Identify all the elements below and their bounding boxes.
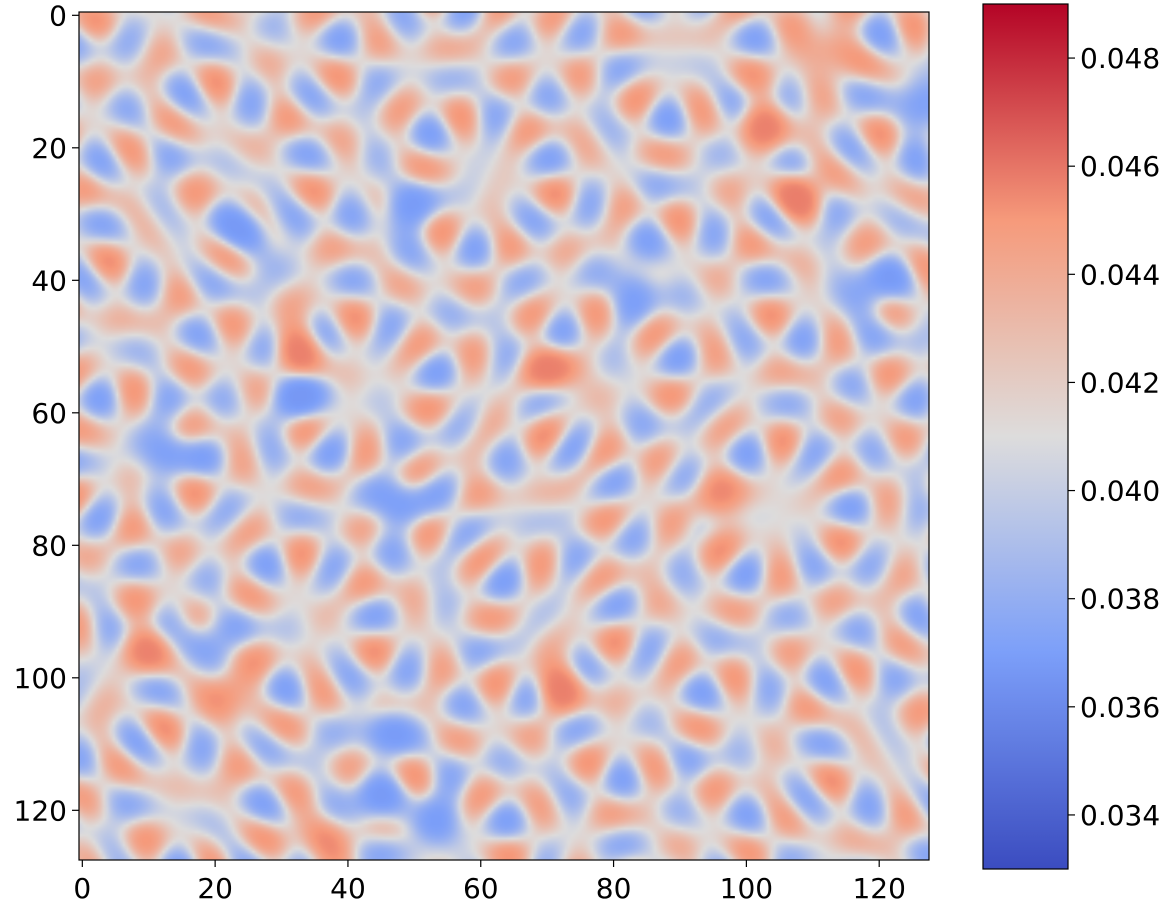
x-axis: 0 20 40 60 80 100 120 [73, 860, 906, 905]
colorbar-tick-label: 0.044 [1080, 258, 1160, 291]
x-tick-label: 60 [463, 872, 499, 905]
y-tick-label: 40 [31, 264, 67, 297]
colorbar-ticks: 0.034 0.036 0.038 0.040 0.042 0.044 0.046 0.048 [1068, 42, 1160, 832]
colorbar-tick-label: 0.042 [1080, 366, 1160, 399]
x-tick-label: 0 [73, 872, 91, 905]
y-axis: 0 20 40 60 80 100 120 [14, 0, 79, 827]
y-tick-label: 20 [31, 132, 67, 165]
y-tick-label: 100 [14, 662, 67, 695]
y-tick-label: 0 [49, 0, 67, 32]
y-tick-label: 120 [14, 794, 67, 827]
x-tick-label: 80 [596, 872, 632, 905]
y-tick-label: 80 [31, 529, 67, 562]
colorbar [982, 3, 1069, 870]
heatmap-image [79, 12, 929, 860]
colorbar-tick-label: 0.038 [1080, 583, 1160, 616]
colorbar-tick-label: 0.046 [1080, 150, 1160, 183]
colorbar-tick-label: 0.034 [1080, 799, 1160, 832]
colorbar-tick-label: 0.036 [1080, 691, 1160, 724]
y-tick-label: 60 [31, 397, 67, 430]
plot-frame [78, 11, 930, 861]
colorbar-tick-label: 0.040 [1080, 475, 1160, 508]
heatmap-plot-area [78, 11, 930, 861]
colorbar-tick-label: 0.048 [1080, 42, 1160, 75]
x-tick-label: 100 [720, 872, 773, 905]
x-tick-label: 20 [197, 872, 233, 905]
x-tick-label: 40 [330, 872, 366, 905]
colorbar-gradient [982, 3, 1069, 870]
x-tick-label: 120 [852, 872, 905, 905]
